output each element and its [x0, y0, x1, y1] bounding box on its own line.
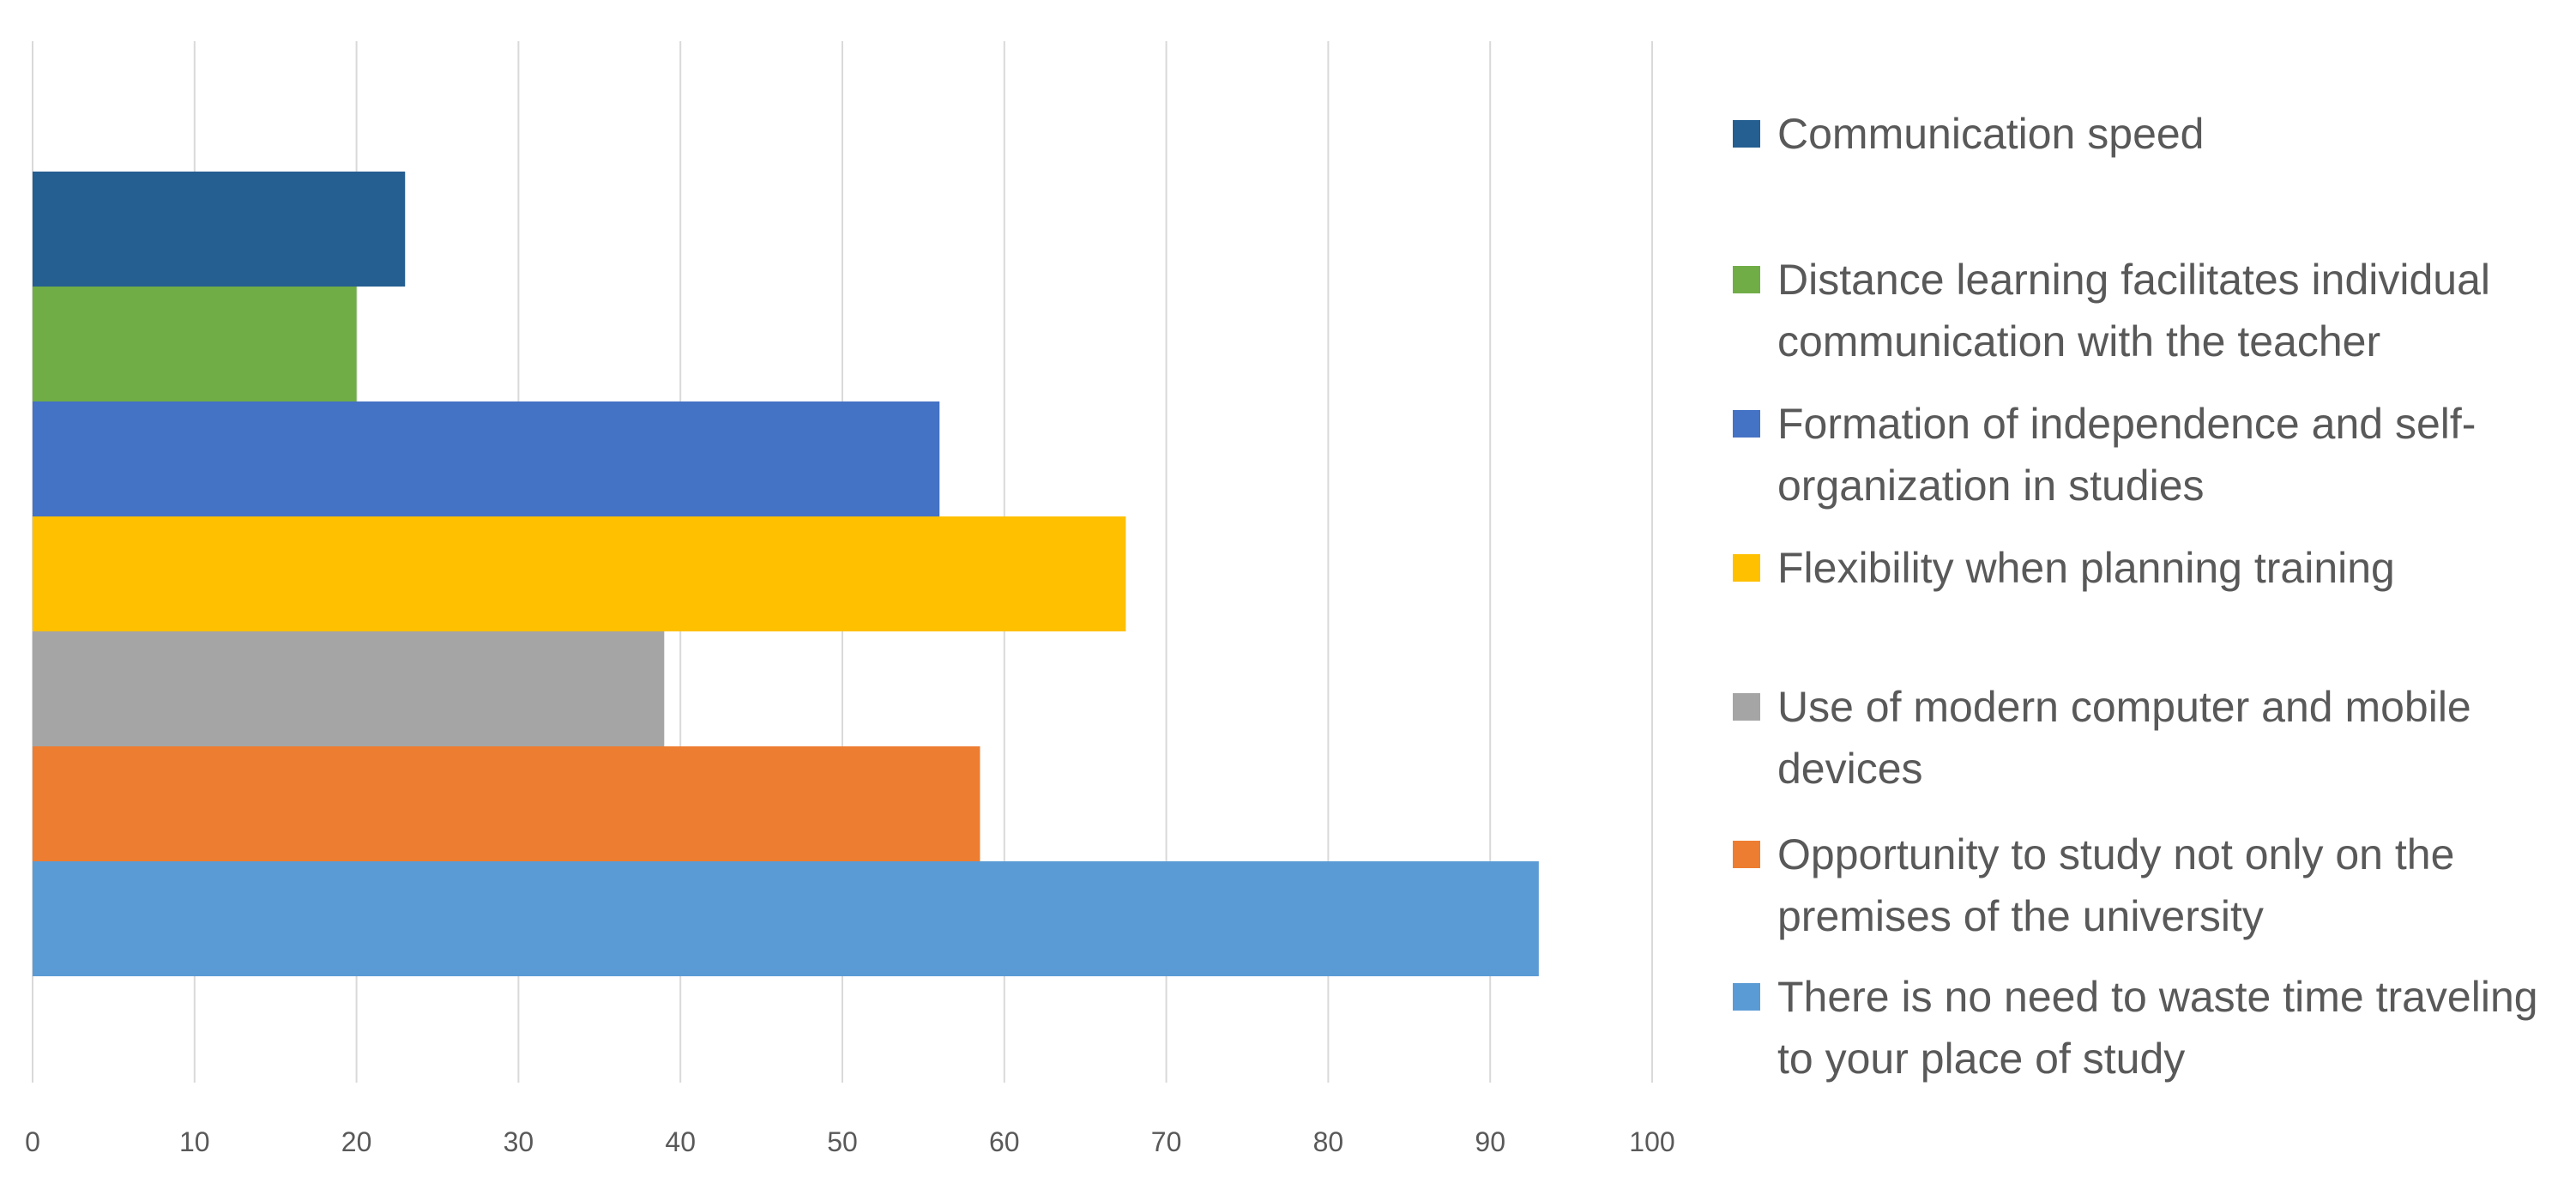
legend-swatch: [1733, 554, 1760, 582]
legend: Communication speed Distance learning fac…: [1733, 0, 2556, 1177]
legend-label: Opportunity to study not only on the pre…: [1777, 830, 2455, 940]
bar: [33, 631, 665, 746]
legend-label: Formation of independence and self-organ…: [1777, 400, 2476, 510]
legend-label: There is no need to waste time traveling…: [1777, 973, 2538, 1083]
bar: [33, 746, 980, 861]
bar: [33, 401, 940, 516]
legend-swatch: [1733, 266, 1760, 293]
x-axis-ticks: 0 10 20 30 40 50 60 70 80 90 100: [25, 1126, 1675, 1157]
bars: [33, 172, 1539, 976]
x-tick-label: 80: [1313, 1126, 1344, 1157]
legend-swatch: [1733, 120, 1760, 148]
x-tick-label: 0: [25, 1126, 40, 1157]
x-tick-label: 60: [989, 1126, 1020, 1157]
legend-swatch: [1733, 693, 1760, 721]
bar-chart: 0 10 20 30 40 50 60 70 80 90 100: [25, 41, 1675, 1157]
x-tick-label: 50: [827, 1126, 858, 1157]
x-tick-label: 10: [179, 1126, 210, 1157]
x-tick-label: 30: [504, 1126, 534, 1157]
bar: [33, 172, 406, 287]
legend-label: Distance learning facilitates individual…: [1777, 256, 2491, 365]
bar: [33, 861, 1539, 976]
bar: [33, 516, 1126, 631]
legend-swatch: [1733, 410, 1760, 438]
legend-label: Communication speed: [1777, 110, 2205, 158]
x-tick-label: 100: [1629, 1126, 1674, 1157]
legend-label: Flexibility when planning training: [1777, 544, 2395, 592]
x-tick-label: 40: [665, 1126, 696, 1157]
legend-swatch: [1733, 983, 1760, 1011]
x-tick-label: 90: [1475, 1126, 1505, 1157]
legend-label: Use of modern computer and mobile device…: [1777, 683, 2471, 793]
bar: [33, 287, 357, 401]
x-tick-label: 70: [1151, 1126, 1182, 1157]
x-tick-label: 20: [341, 1126, 372, 1157]
legend-swatch: [1733, 841, 1760, 868]
